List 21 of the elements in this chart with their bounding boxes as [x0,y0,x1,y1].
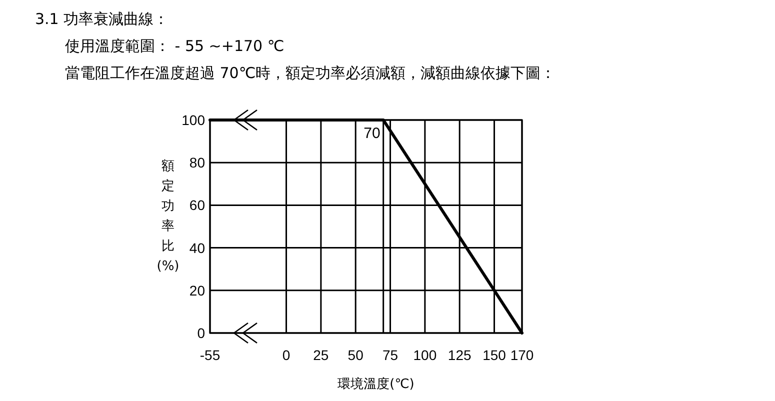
text: 當電阻工作在溫度超過 70℃時，額定功率必須減額，減額曲線依據下圖： [65,64,556,82]
x-tick-label: 100 [413,347,437,363]
y-tick-label: 20 [189,282,206,298]
x-tick-label: 125 [448,347,472,363]
y-axis-title: 額定功率比(%) [156,159,180,274]
x-tick-label: 75 [382,347,398,363]
x-tick-label: 150 [482,347,506,363]
x-tick-label: 170 [510,347,534,363]
chart-subtitle: 使用溫度範圍： - 55 ~+170 ℃ [65,37,284,55]
y-tick-label: 80 [189,154,206,171]
x-tick-label: 0 [282,347,290,363]
y-tick-label: 0 [197,325,206,341]
x-axis-title: 環境溫度(℃) [338,376,414,392]
chart-title: 3.1 功率衰減曲線： [35,10,169,28]
y-tick-label: 100 [182,112,206,128]
x-tick-label: -55 [200,347,220,363]
x-tick-label: 25 [313,347,329,363]
y-tick-label: 60 [189,197,206,214]
y-tick-label: 40 [189,240,206,256]
x-tick-label: 50 [348,347,364,363]
annotation: 70 [364,125,380,142]
